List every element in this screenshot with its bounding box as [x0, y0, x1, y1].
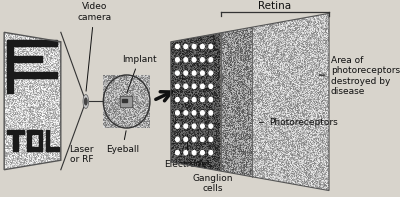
Bar: [13, 134, 18, 151]
Text: Ganglion
cells: Ganglion cells: [192, 160, 233, 193]
Circle shape: [209, 137, 212, 141]
Text: Eyeball: Eyeball: [106, 131, 139, 154]
Circle shape: [192, 45, 196, 49]
Bar: [8, 40, 58, 46]
Circle shape: [209, 111, 212, 115]
Circle shape: [176, 71, 179, 75]
Circle shape: [184, 58, 188, 62]
Circle shape: [176, 124, 179, 128]
Circle shape: [184, 137, 188, 141]
Bar: [39, 134, 42, 147]
Circle shape: [200, 71, 204, 75]
Bar: [46, 130, 49, 151]
Circle shape: [176, 98, 179, 102]
PathPatch shape: [171, 33, 221, 171]
Text: Laser
or RF: Laser or RF: [69, 145, 94, 164]
Circle shape: [176, 151, 179, 155]
Circle shape: [176, 111, 179, 115]
Circle shape: [192, 71, 196, 75]
Circle shape: [184, 124, 188, 128]
Ellipse shape: [84, 98, 87, 105]
Circle shape: [176, 137, 179, 141]
PathPatch shape: [252, 13, 329, 190]
Circle shape: [176, 45, 179, 49]
Circle shape: [200, 111, 204, 115]
Bar: [122, 99, 128, 102]
Circle shape: [192, 98, 196, 102]
Circle shape: [184, 151, 188, 155]
Ellipse shape: [84, 96, 88, 107]
Text: Implant: Implant: [122, 55, 156, 93]
Circle shape: [200, 84, 204, 88]
Circle shape: [184, 84, 188, 88]
Text: Video
camera: Video camera: [77, 3, 111, 91]
Circle shape: [176, 84, 179, 88]
Circle shape: [192, 124, 196, 128]
Text: Electrodes: Electrodes: [164, 135, 211, 169]
Text: Photoreceptors: Photoreceptors: [259, 118, 338, 127]
Circle shape: [200, 137, 204, 141]
Circle shape: [200, 58, 204, 62]
Bar: [8, 56, 42, 62]
Circle shape: [184, 111, 188, 115]
Bar: [120, 96, 132, 107]
Circle shape: [209, 124, 212, 128]
Bar: [28, 147, 42, 151]
Circle shape: [192, 137, 196, 141]
Circle shape: [192, 151, 196, 155]
Circle shape: [209, 151, 212, 155]
Bar: [28, 130, 42, 134]
Circle shape: [192, 58, 196, 62]
Ellipse shape: [83, 95, 88, 108]
Circle shape: [184, 71, 188, 75]
Bar: [121, 97, 131, 106]
Circle shape: [200, 45, 204, 49]
Bar: [8, 40, 13, 93]
Bar: [28, 134, 31, 147]
Bar: [8, 130, 24, 134]
Bar: [8, 72, 58, 78]
Circle shape: [200, 151, 204, 155]
Circle shape: [200, 124, 204, 128]
PathPatch shape: [103, 75, 150, 128]
Circle shape: [209, 84, 212, 88]
Circle shape: [192, 84, 196, 88]
Circle shape: [200, 98, 204, 102]
Circle shape: [209, 71, 212, 75]
Circle shape: [209, 58, 212, 62]
PathPatch shape: [221, 27, 252, 177]
Text: Area of
photoreceptors
destroyed by
disease: Area of photoreceptors destroyed by dise…: [319, 56, 400, 96]
PathPatch shape: [4, 32, 61, 170]
Text: Retina: Retina: [258, 1, 292, 11]
Circle shape: [209, 98, 212, 102]
Circle shape: [209, 45, 212, 49]
Circle shape: [192, 111, 196, 115]
Circle shape: [184, 98, 188, 102]
Circle shape: [176, 58, 179, 62]
Bar: [46, 147, 59, 151]
Circle shape: [184, 45, 188, 49]
